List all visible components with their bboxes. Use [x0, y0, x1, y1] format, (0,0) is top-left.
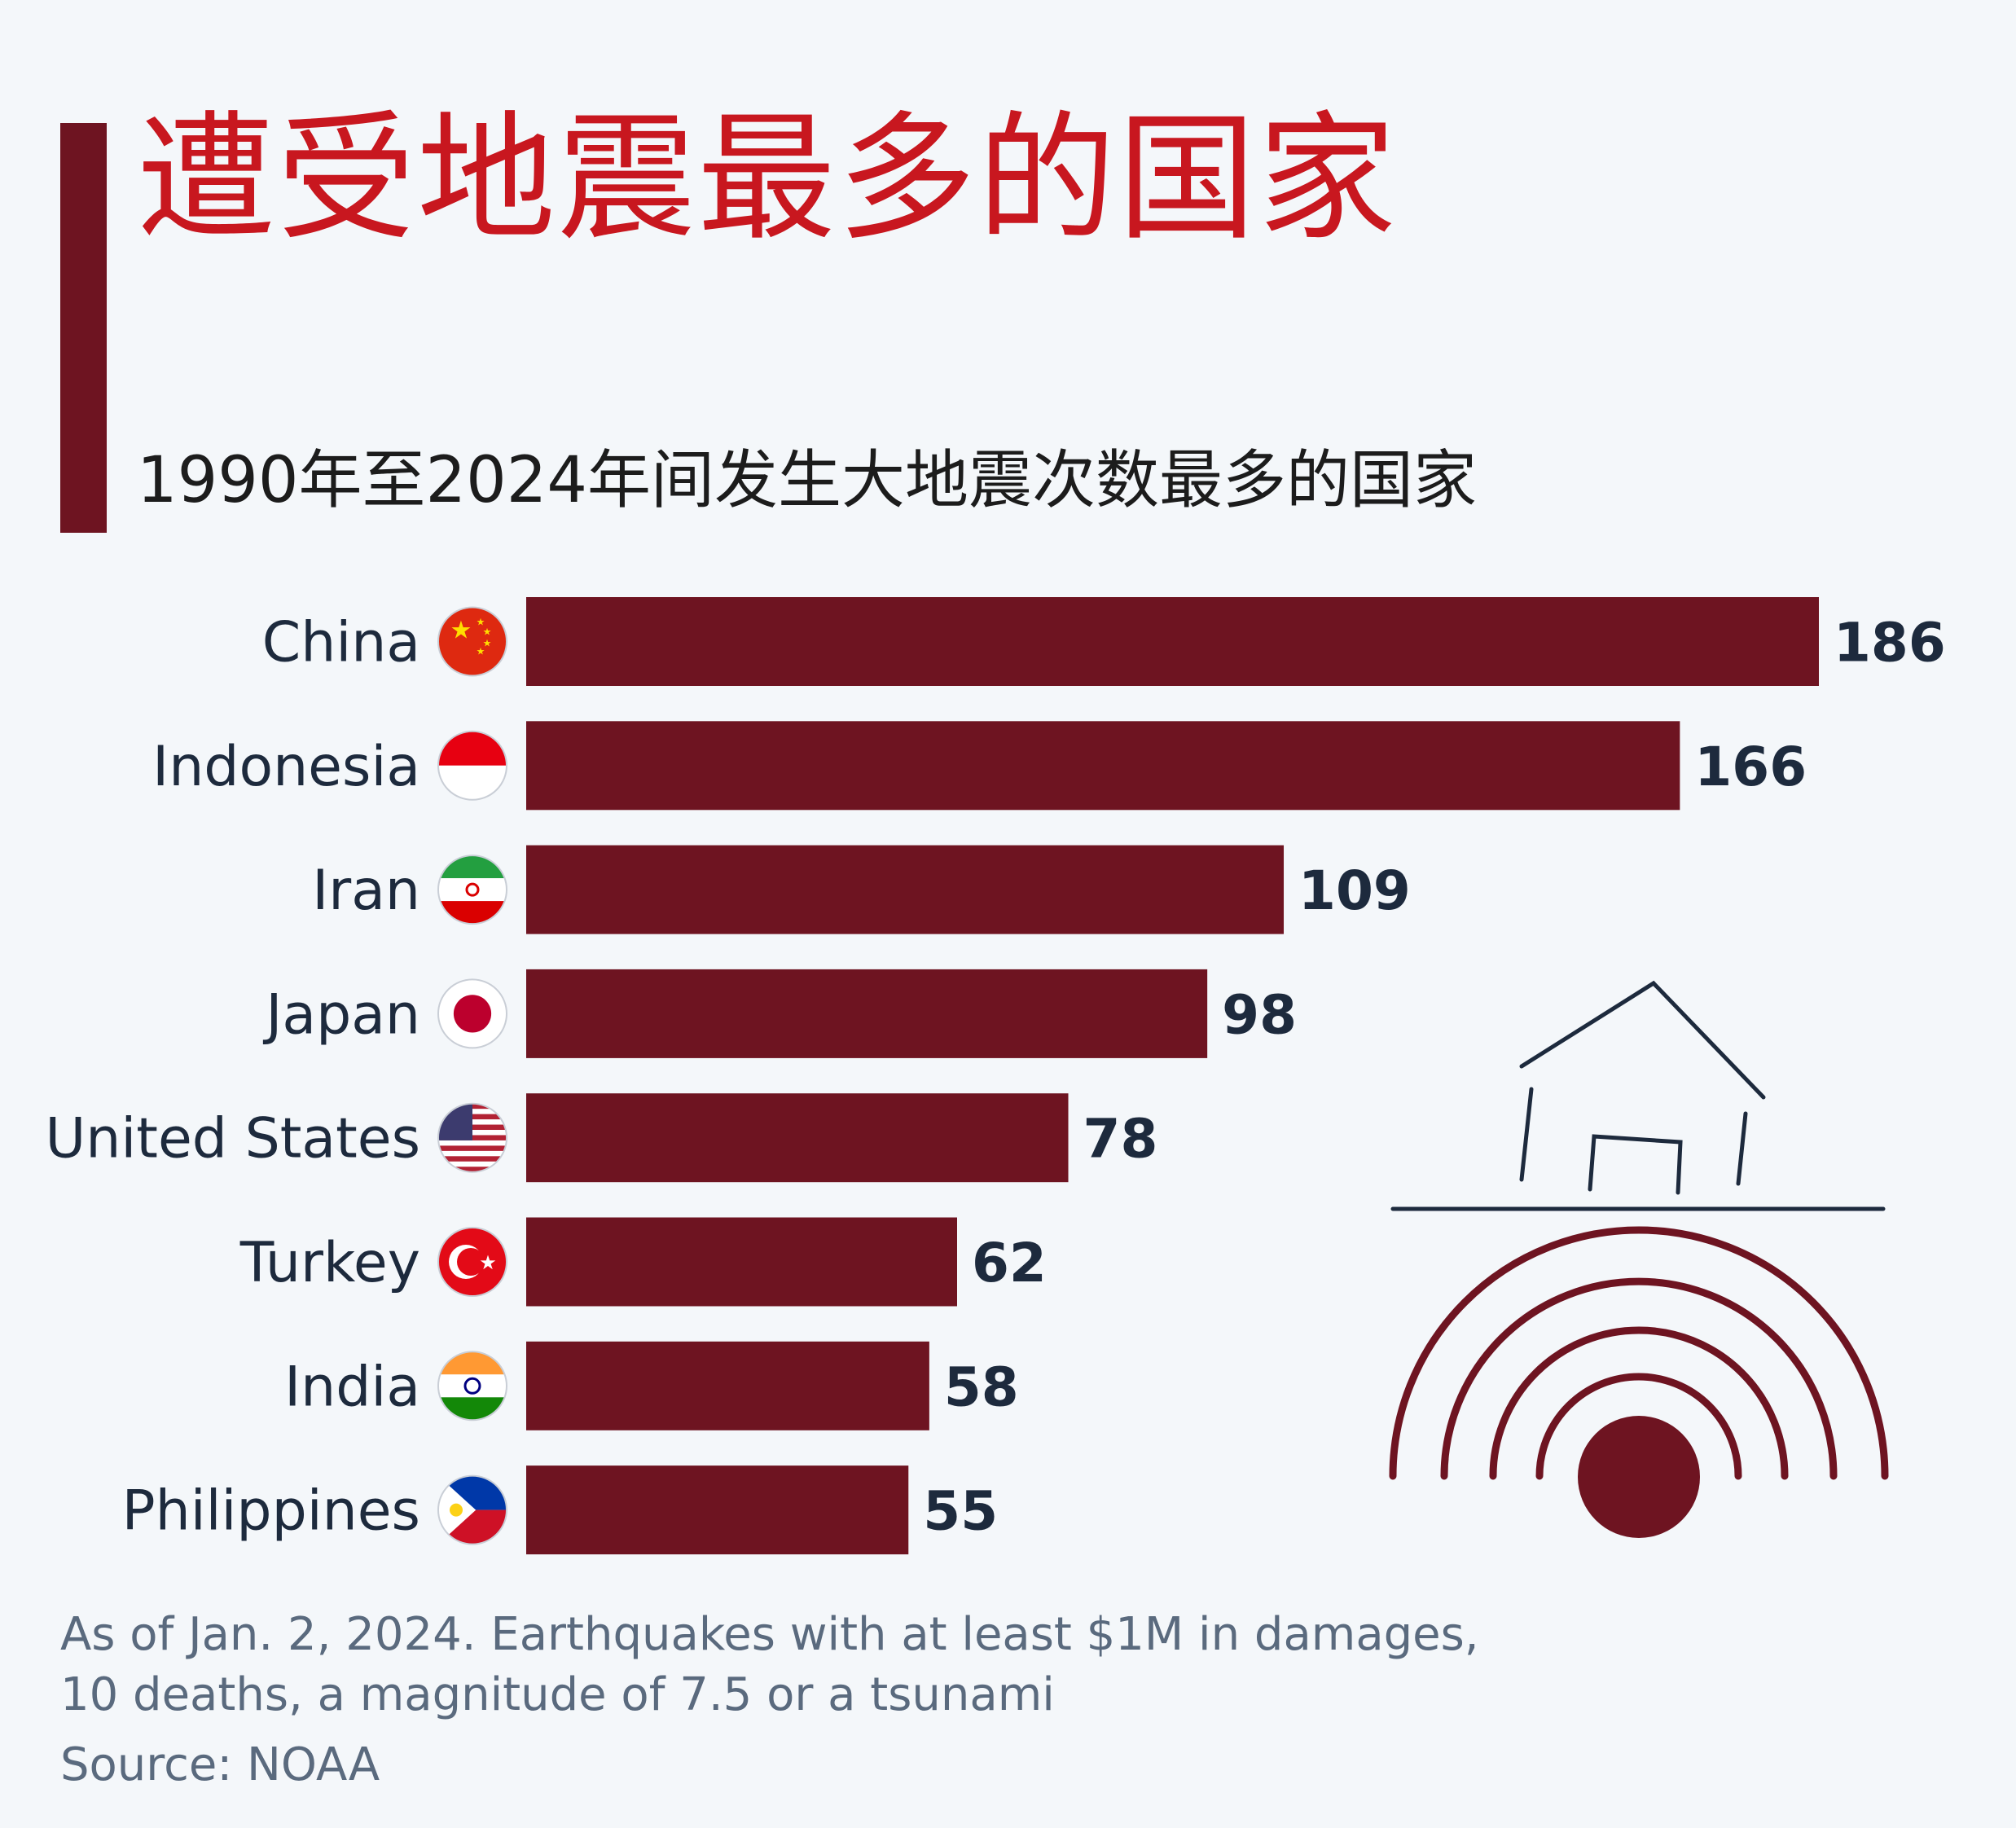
house-icon — [1390, 980, 1886, 1211]
value-label: 55 — [923, 1480, 998, 1543]
epicenter-icon — [1578, 1416, 1700, 1538]
svg-text:★: ★ — [479, 1251, 497, 1274]
svg-text:★: ★ — [477, 617, 485, 628]
svg-text:★: ★ — [483, 626, 492, 638]
source-note: Source: NOAA — [60, 1738, 380, 1791]
category-label: United States — [46, 1107, 420, 1171]
bar-row-japan: Japan 98 — [262, 969, 1297, 1058]
value-label: 62 — [972, 1232, 1047, 1294]
category-label: India — [284, 1355, 420, 1419]
turkey-flag-icon: ★ — [437, 1227, 507, 1297]
category-label: China — [262, 611, 420, 675]
chart-subtitle: 1990年至2024年间发生大地震次数最多的国家 — [137, 444, 1478, 517]
value-label: 186 — [1834, 612, 1946, 675]
seismic-waves-icon — [1389, 1226, 1889, 1480]
china-flag-icon: ★ ★★★★ — [437, 606, 507, 677]
value-label: 166 — [1694, 736, 1807, 798]
category-label: Philippines — [122, 1479, 420, 1544]
united-states-flag-icon — [437, 1102, 507, 1173]
value-label: 78 — [1083, 1108, 1158, 1171]
bar — [526, 1341, 929, 1430]
japan-flag-icon — [437, 978, 507, 1049]
philippines-flag-icon — [437, 1474, 507, 1545]
title-accent-bar — [60, 123, 107, 533]
bar-row-turkey: Turkey ★ 62 — [239, 1217, 1047, 1307]
svg-text:★: ★ — [450, 617, 472, 645]
iran-flag-icon — [437, 855, 507, 925]
value-label: 109 — [1298, 859, 1411, 922]
bar — [526, 1093, 1069, 1183]
svg-text:★: ★ — [477, 646, 485, 657]
value-label: 58 — [944, 1356, 1019, 1418]
bar-row-iran: Iran 109 — [312, 845, 1411, 934]
value-label: 98 — [1222, 983, 1297, 1046]
chart-title: 遭受地震最多的国家 — [137, 99, 1399, 260]
category-label: Japan — [262, 982, 420, 1047]
bar-row-india: India 58 — [284, 1341, 1019, 1430]
bar — [526, 845, 1285, 934]
earthquake-house-icon — [1389, 980, 1889, 1538]
bar-row-indonesia: Indonesia 166 — [152, 721, 1807, 811]
footnote-line-1: As of Jan. 2, 2024. Earthquakes with at … — [60, 1608, 1479, 1661]
bar — [526, 969, 1208, 1058]
bar-row-philippines: Philippines 55 — [122, 1465, 998, 1555]
category-label: Indonesia — [152, 735, 420, 799]
category-label: Iran — [312, 859, 420, 923]
svg-text:★: ★ — [483, 638, 492, 649]
bar-row-united-states: United States 78 — [46, 1093, 1158, 1183]
bar — [526, 1465, 909, 1555]
bar — [526, 721, 1680, 811]
india-flag-icon — [437, 1351, 507, 1422]
bar — [526, 597, 1819, 686]
indonesia-flag-icon — [437, 730, 507, 801]
footnote-line-2: 10 deaths, a magnitude of 7.5 or a tsuna… — [60, 1668, 1055, 1721]
bar — [526, 1217, 957, 1307]
footnote: As of Jan. 2, 2024. Earthquakes with at … — [60, 1605, 1608, 1725]
category-label: Turkey — [239, 1231, 420, 1295]
bar-row-china: China ★ ★★★★ 186 — [262, 597, 1946, 686]
